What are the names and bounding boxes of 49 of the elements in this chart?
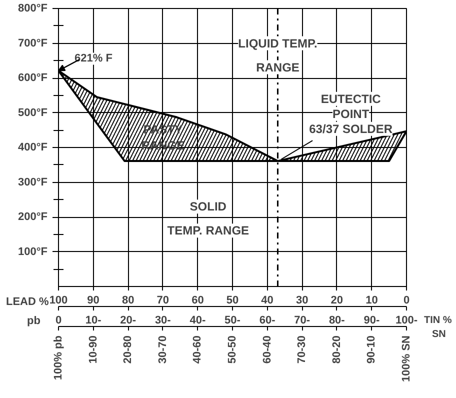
- x-tick-label: 40-: [190, 314, 206, 326]
- x2-tick-label: 20: [330, 294, 344, 306]
- text: 20-80: [122, 335, 134, 364]
- annotation: 621% F: [74, 52, 113, 65]
- y-tick-label: 800°F: [18, 2, 48, 14]
- y-tick-label: 700°F: [18, 37, 48, 50]
- x2-tick-label: 50: [226, 294, 239, 306]
- text: 10-90: [87, 335, 100, 364]
- y-tick-label: 600°F: [18, 72, 48, 84]
- text: pb: [27, 315, 40, 327]
- x2-tick-label: 40: [261, 294, 274, 306]
- y-tick-label: 200°F: [18, 211, 48, 223]
- x2-tick-label: 0: [403, 294, 410, 306]
- annotation: SOLID TEMP. RANGE: [167, 200, 250, 238]
- y-tick-label: 300°F: [18, 176, 48, 188]
- x-tick-label: 50-: [224, 314, 241, 326]
- x-tick-label: 90-: [364, 314, 380, 326]
- x2-tick-label: 90: [87, 294, 100, 306]
- annotation: LIQUID TEMP. RANGE: [238, 36, 318, 74]
- x2-tick-label: 10: [366, 294, 378, 306]
- text: 40-60: [192, 335, 204, 364]
- text: 100% SN: [400, 335, 412, 382]
- x2-tick-label: 100: [49, 294, 68, 306]
- text: SN: [432, 329, 446, 340]
- text: 80-20: [330, 335, 343, 364]
- y-tick-label: 500°F: [18, 106, 48, 119]
- x-tick-label: 60-: [259, 314, 276, 326]
- x-tick-label: 10-: [85, 314, 102, 326]
- x-tick-label: 80-: [328, 314, 346, 326]
- y-tick-label: 400°F: [18, 142, 48, 154]
- text: 60-40: [261, 335, 274, 364]
- text: 100% pb: [52, 335, 64, 380]
- x-tick-label: 0: [55, 314, 62, 326]
- x-axis-title: TIN %: [424, 315, 452, 326]
- x-tick-label: 100-: [395, 314, 418, 326]
- x2-axis-title: LEAD %: [6, 296, 49, 308]
- x-tick-label: 20-: [120, 314, 136, 326]
- annotation: EUTECTIC POINT 63/37 SOLDER: [309, 92, 393, 136]
- text: 70-30: [296, 335, 308, 364]
- x-tick-label: 70-: [294, 314, 310, 326]
- x2-tick-label: 70: [156, 294, 170, 306]
- x2-tick-label: 60: [192, 294, 204, 306]
- y-tick-label: 100°F: [18, 246, 48, 258]
- text: 90-10: [366, 335, 378, 364]
- x-tick-label: 30-: [154, 314, 172, 326]
- x2-tick-label: 30: [296, 294, 308, 306]
- x2-tick-label: 80: [122, 294, 134, 306]
- text: 50-50: [226, 335, 238, 364]
- text: 30-70: [156, 335, 169, 364]
